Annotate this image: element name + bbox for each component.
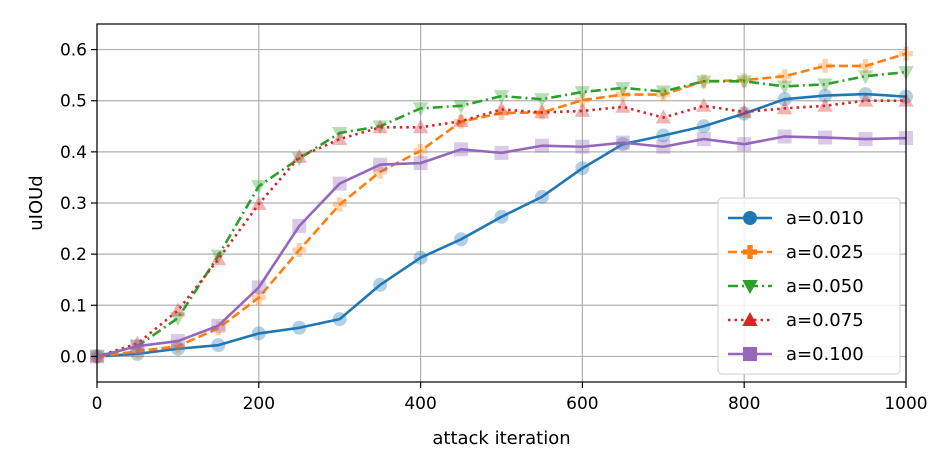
series-line-a=0.100 [96, 135, 907, 358]
data-point-a=0.075 [696, 97, 712, 112]
y-axis-ticks: 0.0 0.1 0.2 0.3 0.4 0.5 0.6 [60, 41, 97, 367]
x-axis-label: attack iteration [432, 428, 570, 449]
y-tick-label: 0.1 [60, 296, 87, 316]
y-tick-label: 0.4 [60, 143, 87, 163]
x-tick-label: 400 [404, 394, 436, 414]
y-axis-label: uIOUd [26, 175, 47, 231]
data-point-a=0.050 [655, 85, 671, 100]
y-tick-label: 0.5 [60, 92, 87, 112]
legend-entry: a=0.075 [728, 310, 864, 331]
legend-swatch-marker [743, 347, 757, 361]
legend-swatch-marker [742, 280, 758, 295]
data-point-a=0.050 [170, 312, 186, 327]
legend-box [717, 197, 901, 375]
legend-label: a=0.100 [786, 344, 864, 365]
legend-swatch-marker [742, 311, 758, 326]
legend-label: a=0.075 [786, 310, 864, 331]
series-line-a=0.010 [96, 92, 907, 358]
legend-entry: a=0.010 [728, 208, 864, 229]
x-tick-label: 200 [243, 394, 275, 414]
data-point-a=0.050 [857, 70, 874, 85]
series-a=0.075 [89, 92, 914, 363]
y-tick-label: 0.2 [60, 245, 87, 265]
data-point-a=0.050 [615, 81, 631, 96]
series-line-a=0.075 [96, 99, 906, 358]
series-line-a=0.050 [96, 70, 907, 358]
y-tick-label: 0.3 [60, 194, 87, 214]
data-point-a=0.025 [777, 69, 792, 84]
series-line-a=0.025 [96, 52, 907, 358]
data-point-a=0.075 [574, 102, 591, 117]
series-layer [89, 46, 914, 365]
x-axis-ticks: 0 200 400 600 800 1000 [92, 382, 928, 414]
series-a=0.050 [89, 66, 914, 365]
x-tick-label: 800 [728, 394, 760, 414]
legend: a=0.010 a=0.025 a=0.050 a=0.075 a=0.100 [717, 197, 901, 375]
legend-label: a=0.025 [786, 242, 864, 263]
data-point-a=0.075 [736, 103, 752, 118]
legend-swatch-marker [743, 211, 757, 225]
x-tick-label: 1000 [884, 394, 927, 414]
legend-label: a=0.010 [786, 208, 864, 229]
legend-label: a=0.050 [786, 276, 864, 297]
data-point-a=0.075 [857, 92, 874, 107]
legend-entry: a=0.050 [728, 276, 864, 297]
data-point-a=0.075 [817, 97, 833, 112]
x-tick-label: 0 [92, 394, 103, 414]
data-point-a=0.050 [817, 78, 833, 93]
y-tick-label: 0.0 [60, 347, 87, 367]
data-point-a=0.075 [453, 113, 469, 128]
series-a=0.100 [90, 129, 913, 364]
data-point-a=0.050 [574, 86, 591, 101]
data-point-a=0.075 [291, 148, 307, 163]
data-point-a=0.025 [575, 93, 590, 108]
y-tick-label: 0.6 [60, 41, 87, 61]
x-tick-label: 600 [566, 394, 598, 414]
data-point-a=0.050 [534, 93, 550, 108]
data-point-a=0.075 [170, 302, 186, 317]
legend-entry: a=0.100 [728, 344, 864, 365]
data-point-a=0.075 [210, 251, 227, 266]
legend-entry: a=0.025 [728, 242, 864, 263]
legend-swatch-marker [743, 245, 757, 259]
data-point-a=0.075 [615, 98, 631, 113]
data-point-a=0.025 [818, 58, 833, 73]
data-point-a=0.075 [332, 131, 348, 146]
